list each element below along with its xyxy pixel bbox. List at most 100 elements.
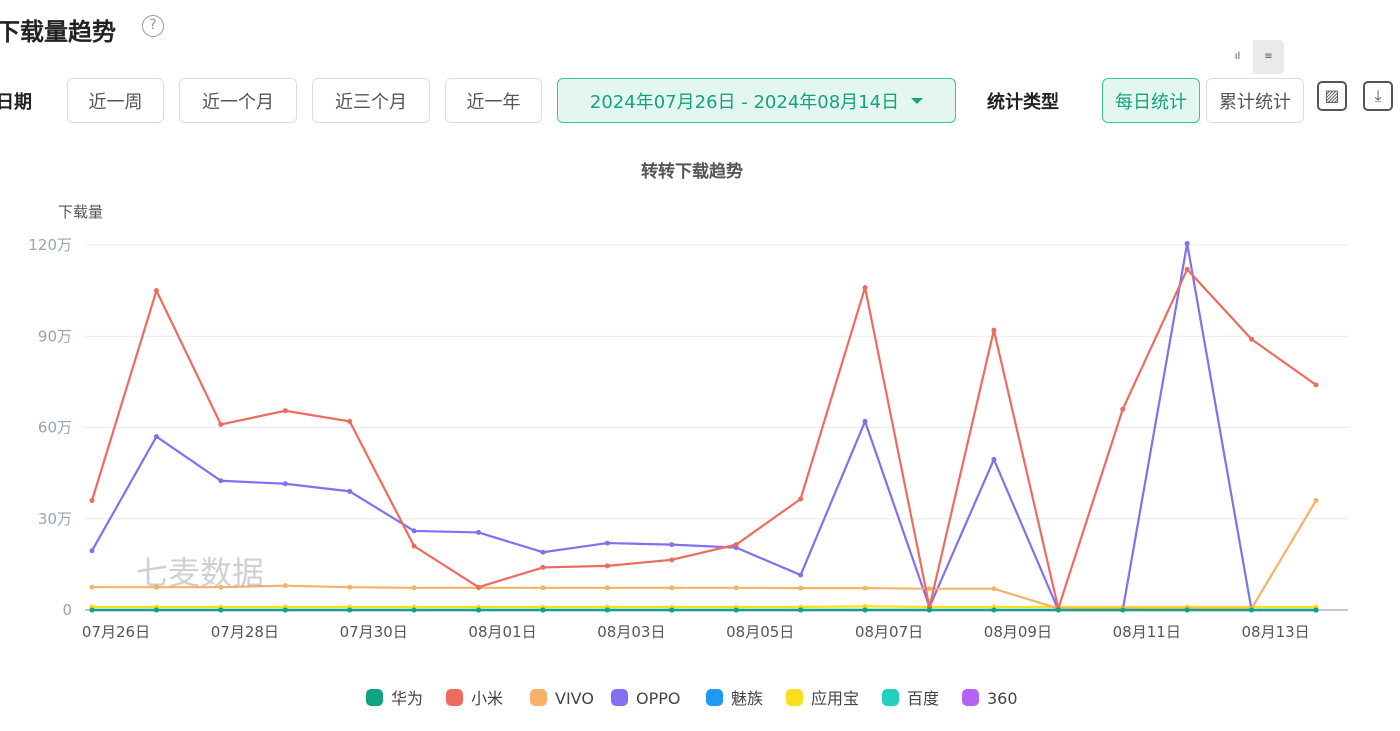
y-tick-label: 60万 — [38, 419, 72, 437]
stat-type-label: 统计类型 — [987, 92, 1059, 113]
data-point — [282, 408, 288, 414]
data-point — [798, 585, 804, 591]
chevron-down-icon — [911, 97, 924, 104]
legend-label: VIVO — [555, 689, 594, 708]
legend-swatch — [786, 689, 803, 706]
legend-swatch — [366, 689, 383, 706]
help-icon[interactable]: ? — [142, 15, 164, 37]
data-point — [991, 456, 997, 462]
range-year-button[interactable]: 近一年 — [445, 78, 542, 123]
data-point — [991, 586, 997, 592]
data-point — [153, 584, 159, 590]
data-point — [476, 607, 482, 613]
date-label: 日期 — [0, 92, 32, 113]
x-tick-label: 08月13日 — [1241, 623, 1309, 641]
range-3months-button[interactable]: 近三个月 — [312, 78, 430, 123]
data-point — [153, 607, 159, 613]
data-point — [1249, 336, 1255, 342]
floating-chart-toggle[interactable]: ıl ≡ — [1222, 40, 1284, 74]
data-point — [798, 496, 804, 502]
range-month-button[interactable]: 近一个月 — [179, 78, 297, 123]
data-point — [1313, 498, 1319, 503]
list-icon[interactable]: ≡ — [1264, 51, 1273, 62]
data-point — [218, 584, 224, 590]
data-point — [862, 285, 868, 291]
data-point — [476, 584, 482, 590]
data-point — [991, 327, 997, 333]
legend-label: 华为 — [391, 689, 423, 708]
data-point — [411, 528, 417, 534]
data-point — [411, 543, 417, 549]
legend-swatch — [611, 689, 628, 706]
legend-swatch — [706, 689, 723, 706]
data-point — [1055, 607, 1061, 613]
data-point — [218, 478, 224, 484]
data-point — [604, 540, 610, 546]
series-line-应用宝 — [92, 605, 1316, 609]
range-week-button[interactable]: 近一周 — [67, 78, 164, 123]
download-icon[interactable]: ⤓ — [1363, 81, 1393, 111]
bar-chart-icon[interactable]: ıl — [1222, 40, 1253, 74]
x-tick-label: 07月26日 — [82, 623, 150, 641]
data-point — [604, 607, 610, 613]
legend-label: 魅族 — [731, 689, 763, 708]
data-point — [411, 585, 417, 591]
data-point — [862, 585, 868, 591]
date-range-value: 2024年07月26日 - 2024年08月14日 — [589, 91, 900, 113]
data-point — [862, 418, 868, 424]
data-point — [89, 607, 95, 613]
data-point — [89, 498, 95, 503]
data-point — [733, 585, 739, 591]
legend-swatch — [962, 689, 979, 706]
save-image-icon[interactable]: ▨ — [1317, 81, 1347, 111]
data-point — [347, 584, 353, 590]
data-point — [347, 418, 353, 424]
data-point — [153, 288, 159, 294]
series-line-小米 — [90, 267, 1317, 613]
data-point — [669, 557, 675, 563]
data-point — [733, 607, 739, 613]
data-point — [1249, 607, 1255, 613]
x-tick-label: 08月05日 — [726, 623, 794, 641]
data-point — [991, 607, 997, 613]
watermark: 七麦数据 — [136, 554, 265, 592]
x-tick-label: 08月09日 — [984, 623, 1052, 641]
legend-swatch — [446, 689, 463, 706]
legend-label: 360 — [987, 689, 1018, 708]
series-line-VIVO — [92, 499, 1317, 610]
data-point — [282, 481, 288, 487]
y-tick-label: 30万 — [38, 510, 72, 528]
data-point — [1313, 382, 1319, 388]
stat-cumulative-button[interactable]: 累计统计 — [1206, 78, 1304, 123]
date-range-picker[interactable]: 2024年07月26日 - 2024年08月14日 — [557, 78, 956, 123]
data-point — [1184, 607, 1190, 613]
data-point — [669, 607, 675, 613]
data-point — [282, 583, 288, 589]
data-point — [1120, 406, 1126, 412]
legend-swatch — [530, 689, 547, 706]
y-tick-label: 120万 — [28, 236, 72, 254]
stat-daily-button[interactable]: 每日统计 — [1102, 78, 1200, 123]
legend-label: 百度 — [907, 689, 939, 708]
data-point — [411, 607, 417, 613]
legend-label: 应用宝 — [811, 689, 859, 708]
x-tick-label: 08月01日 — [468, 623, 536, 641]
legend-label: 小米 — [471, 689, 503, 708]
data-point — [347, 488, 353, 494]
data-point — [926, 607, 932, 613]
data-point — [798, 572, 804, 578]
x-tick-label: 07月30日 — [340, 623, 408, 641]
series-line-OPPO — [91, 243, 1316, 612]
data-point — [862, 607, 868, 613]
data-point — [540, 585, 546, 591]
legend-swatch — [882, 689, 899, 706]
data-point — [540, 549, 546, 555]
x-tick-label: 08月03日 — [597, 623, 665, 641]
data-point — [89, 548, 95, 554]
data-point — [540, 607, 546, 613]
x-tick-label: 07月28日 — [211, 623, 279, 641]
data-point — [926, 586, 932, 592]
legend-label: OPPO — [636, 689, 680, 708]
data-point — [1184, 240, 1190, 246]
